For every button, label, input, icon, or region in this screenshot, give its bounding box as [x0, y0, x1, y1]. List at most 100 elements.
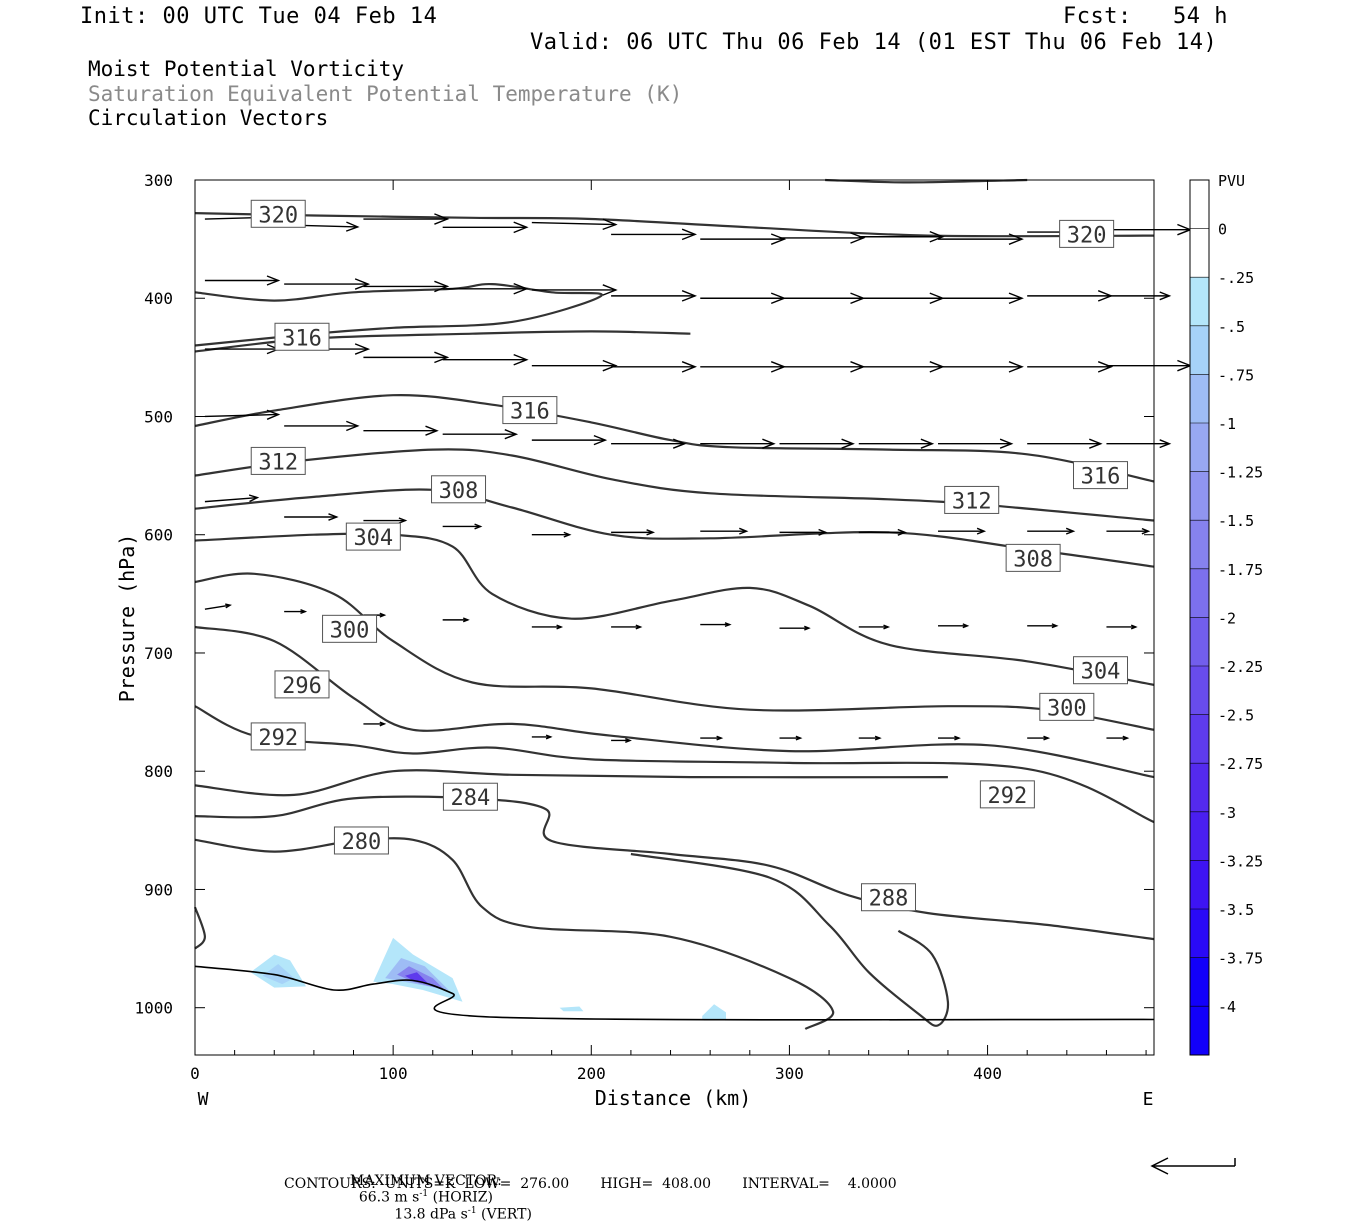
circulation-vector: [938, 292, 1024, 305]
axes: 300 400 500 600 700 800 900 1000 0 100 200 300 400 Di…: [115, 171, 1154, 1110]
circulation-vector: [442, 353, 529, 366]
field-title-thetae: Saturation Equivalent Potential Temperat…: [88, 82, 683, 106]
contour-label-box: [860, 883, 916, 912]
circulation-vector: [858, 624, 891, 630]
circulation-vector: [204, 409, 281, 420]
circulation-vector: [363, 213, 450, 225]
vert-unit: (VERT): [476, 1206, 532, 1222]
contour-label: 312: [952, 489, 992, 514]
horiz-value: 66.3 m s: [358, 1189, 420, 1206]
circulation-vector: [938, 438, 1014, 449]
circulation-vector: [611, 228, 698, 241]
circulation-vector: [1027, 527, 1076, 535]
colorbar-swatch: [1190, 471, 1209, 521]
contour-line: [194, 282, 603, 347]
pv-blob: [405, 972, 429, 985]
contour-labels: 320 320 316 316 316 312 312 308 308 304 304 300 300 2…: [250, 199, 1129, 912]
colorbar-swatch: [1190, 811, 1209, 861]
x-tick-label: 400: [973, 1064, 1002, 1083]
pv-blob: [702, 1004, 726, 1020]
colorbar-swatch: [1190, 763, 1209, 812]
x-right-label: E: [1143, 1089, 1154, 1110]
circulation-vector: [611, 438, 687, 449]
contour-line: [193, 906, 207, 950]
contour-label: 312: [258, 450, 298, 475]
pv-blob: [559, 1006, 584, 1012]
contour-label: 300: [1047, 696, 1087, 721]
contour-line: [194, 795, 1155, 941]
circulation-vector: [442, 221, 529, 234]
circulation-vector: [611, 529, 656, 536]
circulation-vector: [204, 494, 260, 503]
circulation-vector: [858, 528, 907, 536]
colorbar-swatch: [1190, 520, 1209, 569]
plot-frame: [194, 179, 1155, 1056]
contour-label-box: [1073, 461, 1129, 490]
vert-exponent: -1: [467, 1205, 477, 1216]
colorbar-swatch: [1190, 325, 1209, 375]
contour-label: 292: [258, 726, 298, 751]
colorbar-label: -.5: [1218, 318, 1245, 336]
contour-label: 308: [1013, 547, 1053, 572]
colorbar-swatch: [1190, 617, 1209, 666]
colorbar-swatch: [1190, 860, 1209, 909]
contour-label-box: [274, 670, 330, 699]
y-tick-label: 300: [144, 171, 173, 190]
circulation-vector: [204, 275, 281, 286]
colorbar-swatch: [1190, 374, 1209, 423]
colorbar-label: -3.75: [1218, 950, 1263, 968]
horiz-exponent: -1: [419, 1189, 429, 1199]
contour-label-box: [1039, 692, 1095, 721]
circulation-vector: [700, 622, 732, 628]
colorbar-label: -2.25: [1218, 658, 1263, 676]
colorbar-label: -4: [1218, 998, 1236, 1016]
colorbar-swatch: [1190, 909, 1209, 958]
contour-line: [194, 572, 1155, 731]
forecast-hour: Fcst: 54 h: [1063, 4, 1228, 29]
y-tick-label: 700: [144, 644, 173, 663]
y-axis-label: Pressure (hPa): [115, 534, 139, 703]
circulation-vector: [1027, 361, 1114, 373]
circulation-vector: [363, 351, 450, 364]
contour-line: [194, 488, 1155, 568]
circulation-vector: [779, 625, 811, 631]
contour-line: [194, 769, 948, 797]
circulation-vectors: [204, 212, 1193, 743]
colorbar: PVU 0 -.25 -.5 -.75 -1 -1.25 -1.5 -1.75 -2 -2.25 -2…: [1189, 172, 1263, 1056]
contour-line: [825, 178, 1028, 184]
colorbar-label: -3: [1218, 804, 1236, 822]
colorbar-title: PVU: [1218, 172, 1245, 190]
vert-value: 13.8 dPa s: [394, 1206, 468, 1222]
circulation-vector: [363, 280, 450, 293]
circulation-vector: [1106, 527, 1151, 535]
contour-label-box: [502, 396, 558, 425]
y-tick-label: 600: [144, 526, 173, 545]
circulation-vector: [363, 425, 439, 436]
circulation-vector: [858, 438, 935, 449]
circulation-vector: [779, 438, 855, 449]
circulation-vector: [1027, 438, 1103, 449]
circulation-vector: [442, 523, 483, 530]
circulation-vector: [611, 624, 643, 630]
circulation-vector: [1106, 735, 1130, 741]
contour-line: [194, 448, 1155, 522]
contour-label-box: [944, 485, 1000, 514]
contour-line: [194, 212, 1155, 238]
colorbar-swatch: [1190, 228, 1209, 278]
colorbar-label: -1: [1218, 415, 1236, 433]
circulation-vector: [1106, 359, 1193, 372]
colorbar-label: -3.25: [1218, 852, 1263, 870]
circulation-vector: [938, 623, 970, 629]
circulation-vector: [779, 232, 866, 244]
circulation-vector: [531, 734, 553, 740]
y-tick-label: 800: [144, 762, 173, 781]
circulation-vector: [779, 735, 803, 741]
circulation-vector: [938, 233, 1024, 245]
circulation-vector: [284, 513, 339, 521]
circulation-vector: [531, 434, 608, 446]
colorbar-label: -2.75: [1218, 755, 1263, 773]
colorbar-label: -2: [1218, 609, 1236, 627]
circulation-vector: [531, 359, 618, 372]
contour-label-box: [250, 446, 306, 475]
circulation-vector: [938, 527, 987, 535]
